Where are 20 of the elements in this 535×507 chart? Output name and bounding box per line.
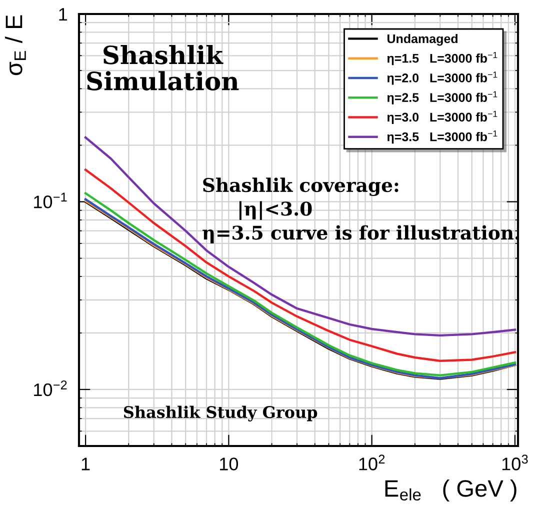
legend-label: η=2.0 L=3000 fb$^{−1}$ <box>387 72 498 85</box>
y-tick-label: 1 <box>59 8 68 21</box>
x-tick-label: 10$^{3}$ <box>502 454 528 470</box>
legend-label: η=3.5 L=3000 fb$^{−1}$ <box>387 130 498 144</box>
legend-label: η=1.5 L=3000 fb$^{−1}$ <box>387 52 498 66</box>
annotation: η=3.5 curve is for illustration. <box>202 225 520 244</box>
y-axis-title: σ$_{E}$ / E <box>4 15 26 76</box>
annotation: |η|<3.0 <box>239 201 312 220</box>
x-tick-label: 10$^{2}$ <box>359 454 385 470</box>
annotation: Shashlik Simulation <box>87 45 239 90</box>
y-tick-label: 10$^{−1}$ <box>34 192 67 208</box>
legend-label: Undamaged <box>388 34 458 46</box>
annotation: Shashlik coverage: <box>203 178 398 196</box>
legend-label: η=2.5 L=3000 fb$^{−1}$ <box>387 91 498 104</box>
y-tick-label: 10$^{−2}$ <box>34 380 67 396</box>
legend-label: η=3.0 L=3000 fb$^{−1}$ <box>387 110 498 124</box>
x-tick-label: 1 <box>82 458 90 470</box>
annotation: Shashlik Study Group <box>124 406 318 422</box>
x-tick-label: 10 <box>220 458 238 470</box>
text: E$_{ele}$ ( GeV ) <box>385 480 516 502</box>
